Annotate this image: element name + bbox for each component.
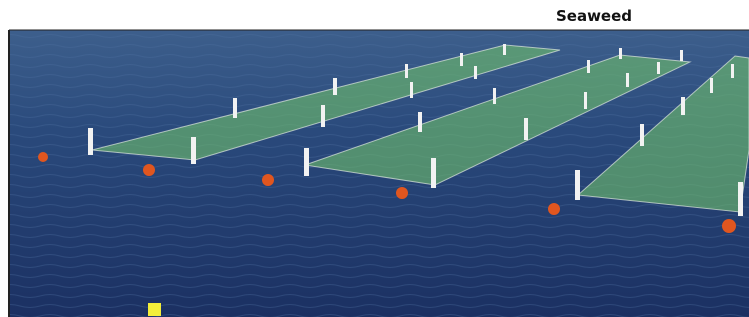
buoy [396, 187, 408, 199]
marker [148, 303, 161, 316]
buoy [722, 219, 736, 233]
buoy [38, 152, 48, 162]
pole [493, 88, 496, 104]
pole [233, 98, 237, 118]
buoy [548, 203, 560, 215]
pole [680, 50, 683, 61]
pole [304, 148, 309, 176]
pole [88, 128, 93, 155]
pole [503, 44, 506, 55]
image-label: Seaweed [556, 7, 632, 25]
pole [640, 124, 644, 146]
header-bar [0, 0, 749, 30]
pole [431, 158, 436, 188]
pole [460, 53, 463, 66]
scene: Seaweed [0, 0, 749, 317]
buoy [143, 164, 155, 176]
pole [524, 118, 528, 140]
buoy [262, 174, 274, 186]
pole [710, 78, 713, 93]
pole [626, 73, 629, 87]
pole [333, 78, 337, 95]
pole [321, 105, 325, 127]
pole [191, 137, 196, 164]
pole [575, 170, 580, 200]
pole [418, 112, 422, 132]
pole [738, 182, 743, 216]
pole [584, 92, 587, 109]
page: {"image": {"label": "Seaweed"}} Seaweed [0, 0, 749, 317]
pole [657, 62, 660, 74]
pole [474, 66, 477, 79]
pole [619, 48, 622, 59]
pole [587, 60, 590, 73]
pole [731, 64, 734, 78]
pole [405, 64, 408, 78]
pole [681, 97, 685, 115]
pole [410, 82, 413, 98]
